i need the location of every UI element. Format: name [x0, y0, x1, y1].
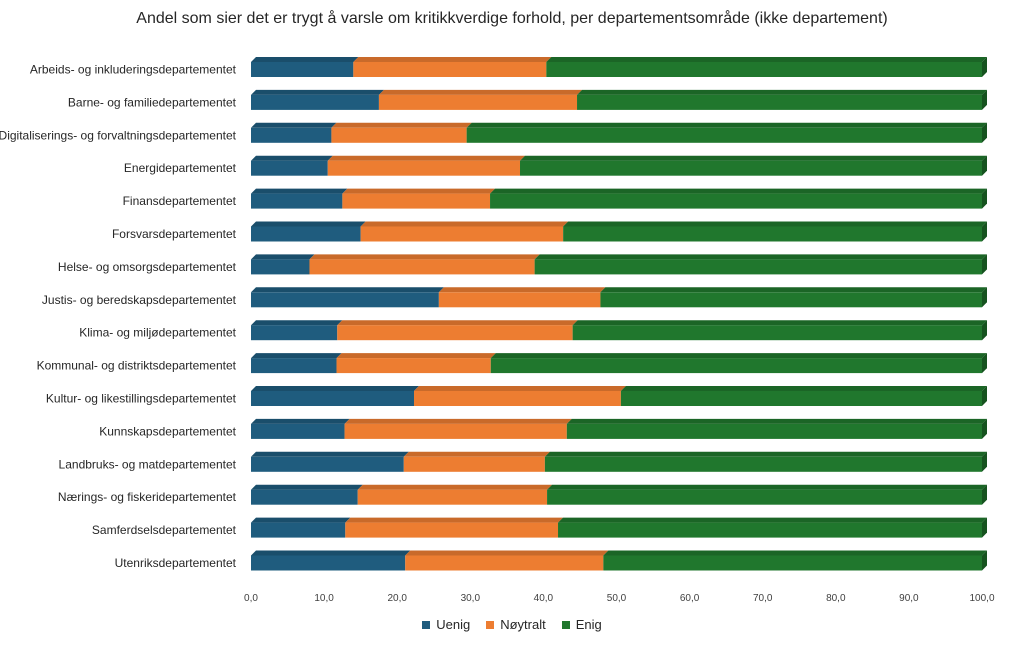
- legend-label-uenig: Uenig: [436, 617, 471, 632]
- bar-segment-uenig: [251, 550, 411, 571]
- chart-title: Andel som sier det er trygt å varsle om …: [136, 10, 888, 27]
- bar-segment-uenig: [251, 287, 444, 308]
- bar-segment-enig: [600, 287, 987, 308]
- category-label: Energidepartementet: [124, 161, 237, 175]
- bar-segment-uenig: [251, 221, 366, 242]
- bar-segment-uenig: [251, 122, 337, 143]
- category-label: Kunnskapsdepartementet: [99, 424, 236, 438]
- bar-segment-uenig: [251, 353, 342, 374]
- category-label: Utenriksdepartementet: [115, 556, 237, 570]
- bar-segment-uenig: [251, 89, 384, 110]
- bar-segment-noytralt: [403, 451, 550, 472]
- bar-segment-enig: [572, 320, 987, 341]
- bar-segment-noytralt: [353, 57, 552, 77]
- bar-segment-uenig: [251, 517, 351, 538]
- bar-segment-uenig: [251, 320, 343, 341]
- bar-segment-noytralt: [337, 320, 578, 341]
- bar-segment-uenig: [251, 155, 333, 176]
- bar-segment-noytralt: [327, 155, 526, 176]
- category-label: Arbeids- og inkluderingsdepartementet: [30, 63, 237, 77]
- bar-segment-noytralt: [414, 386, 626, 406]
- bar-segment-noytralt: [405, 550, 609, 571]
- category-label: Forsvarsdepartementet: [112, 227, 237, 241]
- bar-segment-enig: [577, 89, 987, 110]
- category-label: Kultur- og likestillingsdepartementet: [46, 392, 237, 406]
- bar-segment-enig: [490, 353, 987, 374]
- bar-segment-enig: [547, 484, 987, 505]
- bar-segment-enig: [520, 155, 987, 176]
- category-label: Landbruks- og matdepartementet: [59, 457, 237, 471]
- bar-segment-noytralt: [331, 122, 472, 143]
- bar-segment-noytralt: [357, 484, 553, 505]
- legend-swatch-enig: [561, 620, 570, 629]
- x-tick-label: 10,0: [314, 593, 334, 604]
- x-tick-label: 0,0: [244, 593, 258, 604]
- bar-segment-uenig: [251, 57, 359, 77]
- x-tick-label: 30,0: [461, 593, 481, 604]
- bar-segment-enig: [558, 517, 987, 538]
- bar-segment-noytralt: [342, 188, 496, 209]
- bar-segment-enig: [490, 188, 987, 209]
- bar-segment-enig: [566, 418, 987, 439]
- bar-segment-enig: [563, 221, 987, 242]
- bar-segment-noytralt: [336, 353, 496, 374]
- category-label: Nærings- og fiskeridepartementet: [58, 490, 237, 504]
- legend-swatch-uenig: [422, 620, 431, 629]
- bar-segment-uenig: [251, 254, 315, 275]
- bar-segment-uenig: [251, 188, 348, 209]
- bar-segment-noytralt: [378, 89, 583, 110]
- bar-segment-enig: [534, 254, 987, 275]
- legend-item-enig: Enig: [561, 617, 602, 632]
- legend-item-uenig: Uenig: [422, 617, 470, 632]
- x-tick-label: 90,0: [899, 593, 919, 604]
- bar-segment-uenig: [251, 386, 420, 406]
- legend: Uenig Nøytralt Enig: [0, 617, 1024, 632]
- legend-label-noytralt: Nøytralt: [500, 617, 546, 632]
- category-label: Digitaliserings- og forvaltningsdepartem…: [0, 128, 237, 142]
- bar-segment-enig: [603, 550, 987, 571]
- x-tick-label: 100,0: [969, 593, 994, 604]
- bar-segment-enig: [546, 57, 987, 77]
- legend-swatch-noytralt: [486, 620, 495, 629]
- category-label: Helse- og omsorgsdepartementet: [58, 260, 237, 274]
- bar-segment-noytralt: [309, 254, 540, 275]
- x-tick-label: 80,0: [826, 593, 846, 604]
- bar-segment-noytralt: [344, 418, 572, 439]
- category-label: Kommunal- og distriktsdepartementet: [37, 359, 237, 373]
- x-tick-label: 20,0: [387, 593, 407, 604]
- bar-segment-uenig: [251, 451, 409, 472]
- bar-segment-enig: [544, 451, 987, 472]
- category-label: Klima- og miljødepartementet: [79, 326, 236, 340]
- category-label: Barne- og familiedepartementet: [68, 95, 237, 109]
- legend-item-noytralt: Nøytralt: [486, 617, 546, 632]
- bar-segment-uenig: [251, 418, 350, 439]
- bar-segment-noytralt: [360, 221, 569, 242]
- bar-segment-uenig: [251, 484, 363, 505]
- x-tick-label: 40,0: [534, 593, 554, 604]
- category-label: Samferdselsdepartementet: [92, 523, 237, 537]
- bar-segment-noytralt: [345, 517, 564, 538]
- x-tick-label: 60,0: [680, 593, 700, 604]
- legend-label-enig: Enig: [575, 617, 602, 632]
- x-tick-label: 70,0: [753, 593, 773, 604]
- bar-segment-enig: [620, 386, 987, 406]
- bar-segment-enig: [466, 122, 987, 143]
- x-tick-label: 50,0: [607, 593, 627, 604]
- category-label: Justis- og beredskapsdepartementet: [42, 293, 237, 307]
- category-label: Finansdepartementet: [123, 194, 237, 208]
- bar-segment-noytralt: [438, 287, 606, 308]
